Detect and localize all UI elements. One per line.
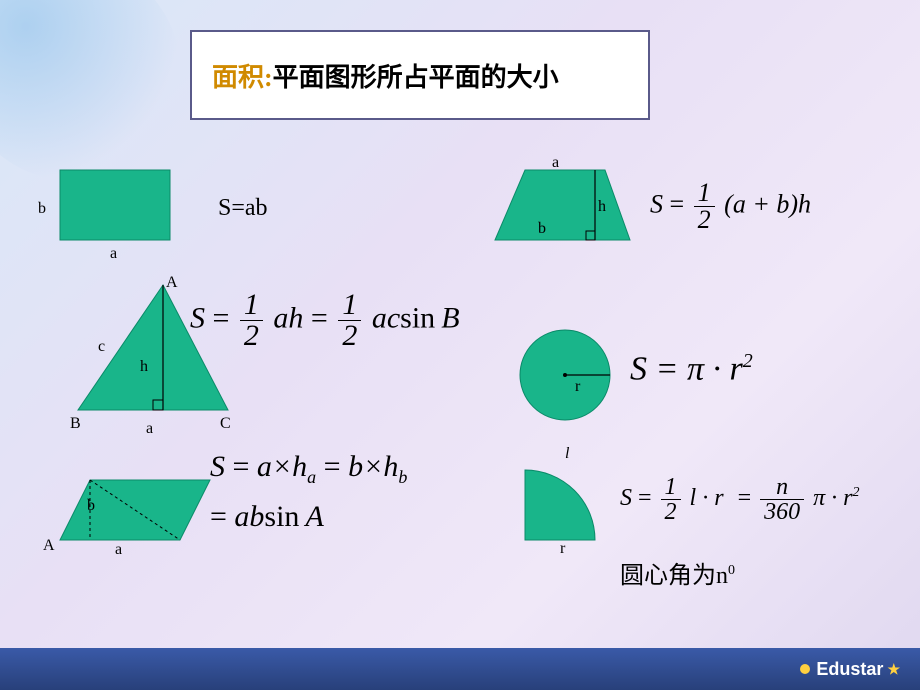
tri-formula: S = 12 ah = 12 acsin B — [190, 290, 460, 351]
tri-label-a: a — [146, 420, 153, 438]
tri-label-C: C — [220, 415, 231, 433]
footer-bar: Edustar ★ — [0, 648, 920, 690]
footer-brand: Edustar — [816, 659, 883, 680]
rect-label-b: b — [38, 200, 46, 218]
title-highlight: 面积: — [212, 57, 273, 94]
tri-label-A: A — [166, 274, 178, 292]
circle-group: r — [510, 320, 620, 435]
circle-formula: S = π · r2 — [630, 350, 753, 388]
trapezoid-group: a b h — [490, 160, 640, 260]
trapezoid-shape — [490, 160, 640, 255]
tri-f-t1: ah — [273, 301, 303, 334]
para-label-A: A — [43, 537, 55, 555]
sector-group: l r — [510, 445, 620, 560]
para-formula: S = a×ha = b×hb = absin A — [210, 450, 407, 534]
rectangle-shape — [50, 165, 190, 255]
title-rest: 平面图形所占平面的大小 — [273, 57, 559, 94]
trap-formula: S = 12 (a + b)h — [650, 180, 811, 233]
sector-label-l: l — [565, 445, 569, 463]
corner-decoration — [0, 0, 180, 180]
parallelogram-shape — [55, 475, 225, 555]
sector-label-r: r — [560, 540, 565, 558]
tri-f-t2a: ac — [372, 301, 400, 334]
tri-label-B: B — [70, 415, 81, 433]
sector-note: 圆心角为n0 — [620, 555, 735, 590]
tri-f-lhs: S — [190, 301, 205, 334]
circle-shape — [510, 320, 620, 430]
title-box: 面积: 平面图形所占平面的大小 — [190, 30, 650, 120]
trap-label-b: b — [538, 220, 546, 238]
rect-label-a: a — [110, 245, 117, 263]
para-label-b: b — [87, 497, 95, 515]
circle-label-r: r — [575, 378, 580, 396]
trap-label-h: h — [598, 198, 606, 216]
footer-star-icon: ★ — [887, 661, 900, 678]
sector-formula: S = 12 l · r = n360 π · r2 — [620, 475, 859, 524]
trap-label-a: a — [552, 154, 559, 172]
tri-label-h: h — [140, 358, 148, 376]
para-label-a: a — [115, 541, 122, 559]
rectangle-group: b a — [50, 165, 190, 260]
tri-label-c: c — [98, 338, 105, 356]
rect-formula: S=ab — [218, 195, 268, 222]
footer-logo-dot — [800, 664, 810, 674]
parallelogram-group: b A a — [55, 475, 225, 560]
